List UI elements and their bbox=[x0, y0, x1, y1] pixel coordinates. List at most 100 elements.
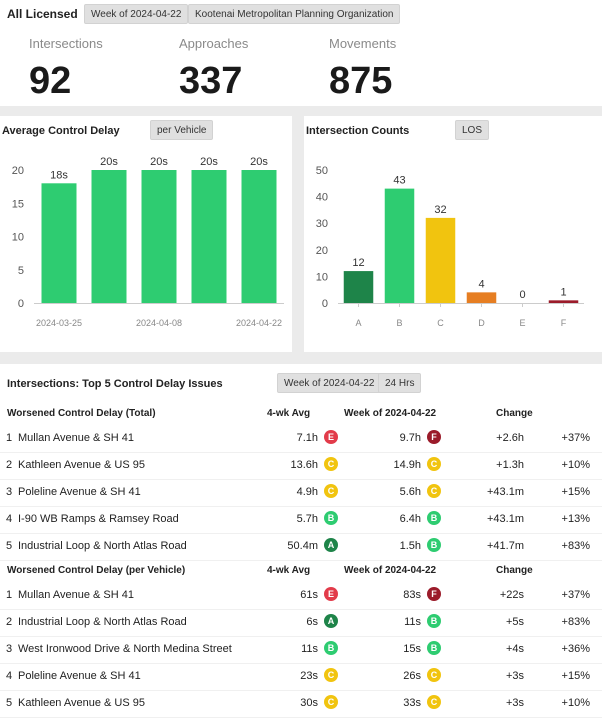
row-divider bbox=[0, 609, 602, 610]
row-rank: 3 bbox=[6, 643, 13, 655]
intersection-name[interactable]: Industrial Loop & North Atlas Road bbox=[18, 540, 187, 552]
intersection-name[interactable]: Kathleen Avenue & US 95 bbox=[18, 697, 146, 709]
los-badge: F bbox=[427, 430, 441, 444]
bar[interactable] bbox=[41, 183, 77, 303]
x-tick-label: F bbox=[561, 318, 567, 328]
los-badge: B bbox=[427, 511, 441, 525]
change-value: +2.6h bbox=[496, 432, 524, 444]
intersection-name[interactable]: Industrial Loop & North Atlas Road bbox=[18, 616, 187, 628]
change-percent: +13% bbox=[561, 513, 590, 525]
week-value: 14.9h bbox=[393, 459, 421, 471]
x-tick-label: 2024-04-22 bbox=[236, 318, 282, 328]
intersection-name[interactable]: Mullan Avenue & SH 41 bbox=[18, 432, 134, 444]
los-badge: B bbox=[324, 641, 338, 655]
week-value: 1.5h bbox=[399, 540, 421, 552]
intersection-name[interactable]: Poleline Avenue & SH 41 bbox=[18, 486, 141, 498]
bar-data-label: 4 bbox=[478, 278, 484, 290]
los-badge: C bbox=[324, 484, 338, 498]
week-value: 83s bbox=[403, 589, 421, 601]
y-tick-label: 5 bbox=[18, 265, 24, 277]
x-tick-label: D bbox=[478, 318, 485, 328]
table-row[interactable]: 5 Industrial Loop & North Atlas Road 50.4m… bbox=[0, 534, 602, 561]
kpi-intersections-value: 92 bbox=[29, 60, 72, 102]
intersection-name[interactable]: Mullan Avenue & SH 41 bbox=[18, 589, 134, 601]
bar-data-label: 20s bbox=[100, 156, 118, 168]
row-rank: 4 bbox=[6, 513, 13, 525]
bar-data-label: 43 bbox=[393, 175, 405, 187]
issues-table-card: Intersections: Top 5 Control Delay Issue… bbox=[0, 364, 602, 725]
y-tick-label: 30 bbox=[316, 218, 328, 230]
y-tick-label: 0 bbox=[322, 298, 328, 310]
bar-data-label: 20s bbox=[200, 156, 218, 168]
kpi-approaches-label: Approaches bbox=[179, 36, 249, 51]
bar[interactable] bbox=[241, 170, 277, 303]
col-header-change: Change bbox=[496, 408, 533, 419]
bar[interactable] bbox=[91, 170, 127, 303]
change-value: +3s bbox=[505, 697, 524, 709]
table-row[interactable]: 3 West Ironwood Drive & North Medina Stre… bbox=[0, 637, 602, 664]
change-value: +43.1m bbox=[487, 486, 524, 498]
row-rank: 5 bbox=[6, 540, 13, 552]
per-vehicle-pill[interactable]: per Vehicle bbox=[150, 120, 214, 140]
bar[interactable] bbox=[343, 271, 374, 303]
y-tick-label: 50 bbox=[316, 165, 328, 177]
y-tick-label: 10 bbox=[316, 271, 328, 283]
table-row[interactable]: 2 Industrial Loop & North Atlas Road 6s A 11… bbox=[0, 610, 602, 637]
bar[interactable] bbox=[191, 170, 227, 303]
los-badge: C bbox=[324, 457, 338, 471]
table-row[interactable]: 3 Poleline Avenue & SH 41 4.9h C 5.6h C +43.1m… bbox=[0, 480, 602, 507]
change-percent: +36% bbox=[561, 643, 590, 655]
change-percent: +83% bbox=[561, 540, 590, 552]
kpi-intersections-label: Intersections bbox=[29, 36, 103, 51]
row-rank: 2 bbox=[6, 459, 13, 471]
bar-data-label: 20s bbox=[150, 156, 168, 168]
x-tick-label: 2024-03-25 bbox=[36, 318, 82, 328]
intersection-name[interactable]: I-90 WB Ramps & Ramsey Road bbox=[18, 513, 179, 525]
section-header: Worsened Control Delay (per Vehicle) 4-wk… bbox=[0, 561, 602, 583]
bar-data-label: 18s bbox=[50, 169, 68, 181]
row-rank: 1 bbox=[6, 432, 13, 444]
avg-value: 23s bbox=[300, 670, 318, 682]
los-badge: B bbox=[427, 614, 441, 628]
avg-value: 30s bbox=[300, 697, 318, 709]
week-filter-pill[interactable]: Week of 2024-04-22 bbox=[84, 4, 189, 24]
table-row[interactable]: 2 Kathleen Avenue & US 95 13.6h C 14.9h C +1.3… bbox=[0, 453, 602, 480]
col-header-avg: 4-wk Avg bbox=[267, 565, 311, 576]
bar[interactable] bbox=[425, 217, 456, 303]
row-divider bbox=[0, 452, 602, 453]
bar[interactable] bbox=[384, 188, 415, 303]
intersection-name[interactable]: Kathleen Avenue & US 95 bbox=[18, 459, 146, 471]
row-divider bbox=[0, 690, 602, 691]
change-value: +5s bbox=[505, 616, 524, 628]
bar[interactable] bbox=[141, 170, 177, 303]
row-rank: 3 bbox=[6, 486, 13, 498]
los-badge: C bbox=[427, 457, 441, 471]
table-row[interactable]: 5 Kathleen Avenue & US 95 30s C 33s C +3s +10% bbox=[0, 691, 602, 718]
delay-chart-title: Average Control Delay bbox=[2, 125, 120, 137]
week-value: 9.7h bbox=[399, 432, 421, 444]
bar-data-label: 12 bbox=[352, 257, 364, 269]
los-pill[interactable]: LOS bbox=[455, 120, 490, 140]
los-badge: C bbox=[427, 668, 441, 682]
table-row[interactable]: 1 Mullan Avenue & SH 41 61s E 83s F +22s +37% bbox=[0, 583, 602, 610]
issues-table-title: Intersections: Top 5 Control Delay Issue… bbox=[7, 378, 223, 390]
table-row[interactable]: 4 Poleline Avenue & SH 41 23s C 26s C +3s +15% bbox=[0, 664, 602, 691]
table-hrs-pill[interactable]: 24 Hrs bbox=[378, 373, 422, 393]
table-row[interactable]: 4 I-90 WB Ramps & Ramsey Road 5.7h B 6.4h B +4… bbox=[0, 507, 602, 534]
bar[interactable] bbox=[548, 300, 579, 303]
section-heading: Worsened Control Delay (per Vehicle) bbox=[7, 565, 186, 576]
bar[interactable] bbox=[466, 292, 497, 303]
los-badge: B bbox=[427, 538, 441, 552]
table-row[interactable]: 1 Mullan Avenue & SH 41 7.1h E 9.7h F +2.6h +37… bbox=[0, 426, 602, 453]
organization-filter-pill[interactable]: Kootenai Metropolitan Planning Organizat… bbox=[188, 4, 401, 24]
kpi-movements-value: 875 bbox=[329, 60, 393, 102]
los-badge: C bbox=[324, 695, 338, 709]
y-tick-label: 20 bbox=[12, 165, 24, 177]
change-percent: +15% bbox=[561, 486, 590, 498]
counts-chart-title: Intersection Counts bbox=[306, 125, 410, 137]
y-tick-label: 15 bbox=[12, 198, 24, 210]
intersection-name[interactable]: Poleline Avenue & SH 41 bbox=[18, 670, 141, 682]
intersection-name[interactable]: West Ironwood Drive & North Medina Stree… bbox=[18, 643, 232, 655]
avg-value: 6s bbox=[306, 616, 318, 628]
x-tick-label: E bbox=[519, 318, 525, 328]
